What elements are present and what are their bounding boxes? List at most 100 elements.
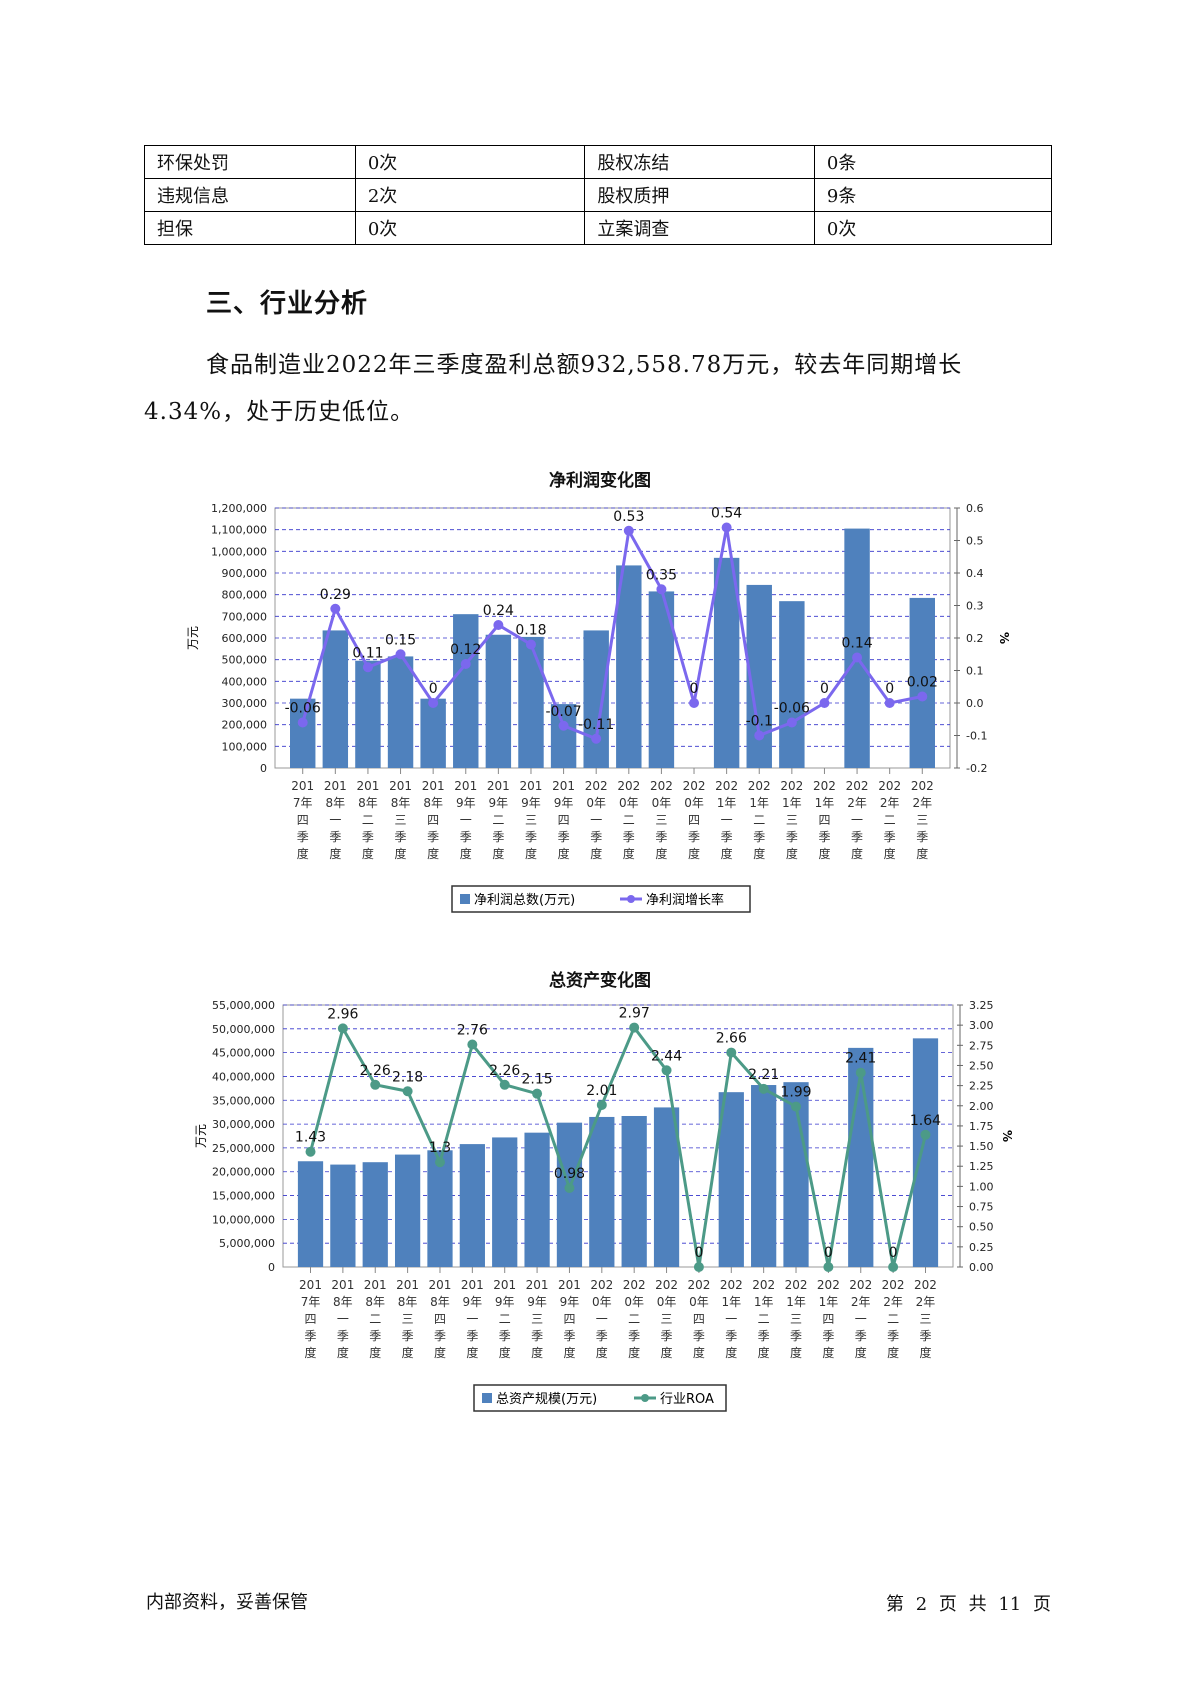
x-tick-label: 202 1年一季度: [720, 1278, 743, 1360]
bar: [616, 565, 642, 768]
risk-item-value: 0次: [813, 211, 1053, 245]
line-point: [370, 1079, 381, 1090]
y2-tick-label: 2.00: [969, 1100, 994, 1113]
x-tick-label: 201 7年四季度: [291, 779, 314, 861]
legend-line-marker: [627, 895, 635, 903]
bar: [427, 1150, 453, 1267]
x-tick-label: 201 8年一季度: [324, 779, 347, 861]
y2-tick-label: 2.50: [969, 1059, 994, 1072]
x-tick-label: 201 9年四季度: [552, 779, 575, 861]
data-label: 2.66: [716, 1031, 747, 1047]
x-tick-label: 201 8年三季度: [396, 1278, 419, 1360]
data-label: -0.06: [285, 701, 321, 717]
x-tick-label: 202 1年三季度: [780, 779, 803, 861]
line-point: [852, 652, 863, 663]
bar: [713, 557, 740, 768]
data-label: 1.99: [780, 1085, 811, 1101]
line-point: [726, 1047, 737, 1058]
y-tick-label: 0: [268, 1261, 275, 1274]
line-point: [855, 1067, 866, 1078]
data-label: 0.24: [483, 603, 514, 619]
bar: [485, 634, 512, 768]
x-tick-label: 202 2年三季度: [911, 779, 934, 861]
x-tick-label: 201 8年一季度: [331, 1278, 354, 1360]
y-tick-label: 5,000,000: [219, 1237, 275, 1250]
y-tick-label: 1,200,000: [211, 502, 267, 515]
line-point: [525, 639, 536, 650]
page-prefix: 第: [885, 1594, 904, 1615]
y-tick-label: 40,000,000: [212, 1070, 275, 1083]
line-point: [337, 1023, 348, 1034]
y-tick-label: 45,000,000: [212, 1047, 275, 1060]
data-label: 2.97: [619, 1006, 650, 1022]
chart-title-total-assets: 总资产变化图: [549, 971, 651, 991]
data-label: 2.18: [392, 1069, 423, 1085]
bar: [583, 630, 609, 768]
x-tick-label: 201 9年一季度: [454, 779, 477, 861]
x-tick-label: 201 8年三季度: [389, 779, 412, 861]
legend-line-marker: [641, 1394, 649, 1402]
y2-axis-label: %: [1000, 1130, 1014, 1142]
data-label: 0.98: [554, 1166, 585, 1182]
x-tick-label: 201 9年二季度: [487, 779, 510, 861]
y2-tick-label: 0.75: [969, 1201, 994, 1214]
line-point: [493, 620, 504, 630]
data-label: 0.54: [711, 506, 742, 522]
x-tick-label: 201 9年三季度: [520, 779, 543, 861]
legend-bar-swatch: [460, 894, 470, 904]
x-tick-label: 202 0年三季度: [650, 779, 673, 861]
line-point: [721, 522, 732, 533]
series-line: [301, 526, 923, 741]
line-point: [330, 603, 341, 614]
data-label: 0.29: [320, 587, 351, 603]
y2-tick-label: 3.25: [969, 999, 994, 1012]
data-label: 0: [690, 681, 699, 697]
line-point: [467, 1039, 478, 1050]
line-point: [532, 1088, 543, 1099]
line-point: [297, 717, 308, 728]
page-total: 11: [998, 1594, 1022, 1615]
data-label: -0.1: [746, 714, 773, 730]
line-point: [434, 1157, 445, 1168]
x-tick-label: 202 0年二季度: [617, 779, 640, 861]
plot-area: [282, 1004, 954, 1268]
x-tick-label: 202 2年三季度: [914, 1278, 937, 1360]
x-tick-label: 202 0年四季度: [683, 779, 706, 861]
y-tick-label: 400,000: [222, 675, 268, 688]
risk-item-label: 立案调查: [584, 211, 815, 245]
line-point: [693, 1262, 704, 1272]
bar: [387, 656, 414, 768]
data-label: -0.07: [545, 704, 581, 720]
line-point: [819, 698, 830, 708]
line-point: [499, 1079, 510, 1090]
bar: [420, 698, 446, 768]
data-label: 2.76: [457, 1023, 488, 1039]
y-tick-label: 25,000,000: [212, 1142, 275, 1155]
y2-tick-label: 0.50: [969, 1221, 994, 1234]
data-label: 0: [889, 1245, 898, 1261]
y2-tick-label: 2.25: [969, 1080, 994, 1093]
data-label: 2.26: [360, 1063, 391, 1079]
bar: [355, 660, 381, 768]
risk-item-label: 股权质押: [584, 178, 815, 212]
bar: [524, 1132, 550, 1267]
y2-axis-label: %: [997, 632, 1011, 644]
industry-paragraph: 食品制造业2022年三季度盈利总额932,558.78万元，较去年同期增长4.3…: [144, 352, 963, 425]
y-tick-label: 50,000,000: [212, 1023, 275, 1036]
y-tick-label: 30,000,000: [212, 1118, 275, 1131]
risk-summary-table: 环保处罚 0次 股权冻结 0条 违规信息 2次 股权质押 9条 担保 0次 立案调查 0次: [144, 145, 1053, 245]
line-point: [884, 698, 895, 708]
line-point: [428, 698, 439, 708]
line-point: [362, 662, 373, 673]
legend-label: 总资产规模(万元): [496, 1392, 597, 1407]
risk-item-value: 9条: [813, 178, 1053, 212]
confidential-note: 内部资料，妥善保管: [146, 1592, 308, 1613]
y-tick-label: 10,000,000: [212, 1213, 275, 1226]
bar: [322, 630, 349, 768]
line-point: [623, 525, 634, 536]
x-tick-label: 202 2年二季度: [882, 1278, 905, 1360]
risk-item-value: 0条: [813, 145, 1053, 179]
y2-tick-label: 0.00: [969, 1261, 994, 1274]
y-tick-label: 1,100,000: [211, 524, 267, 537]
line-point: [305, 1146, 316, 1157]
